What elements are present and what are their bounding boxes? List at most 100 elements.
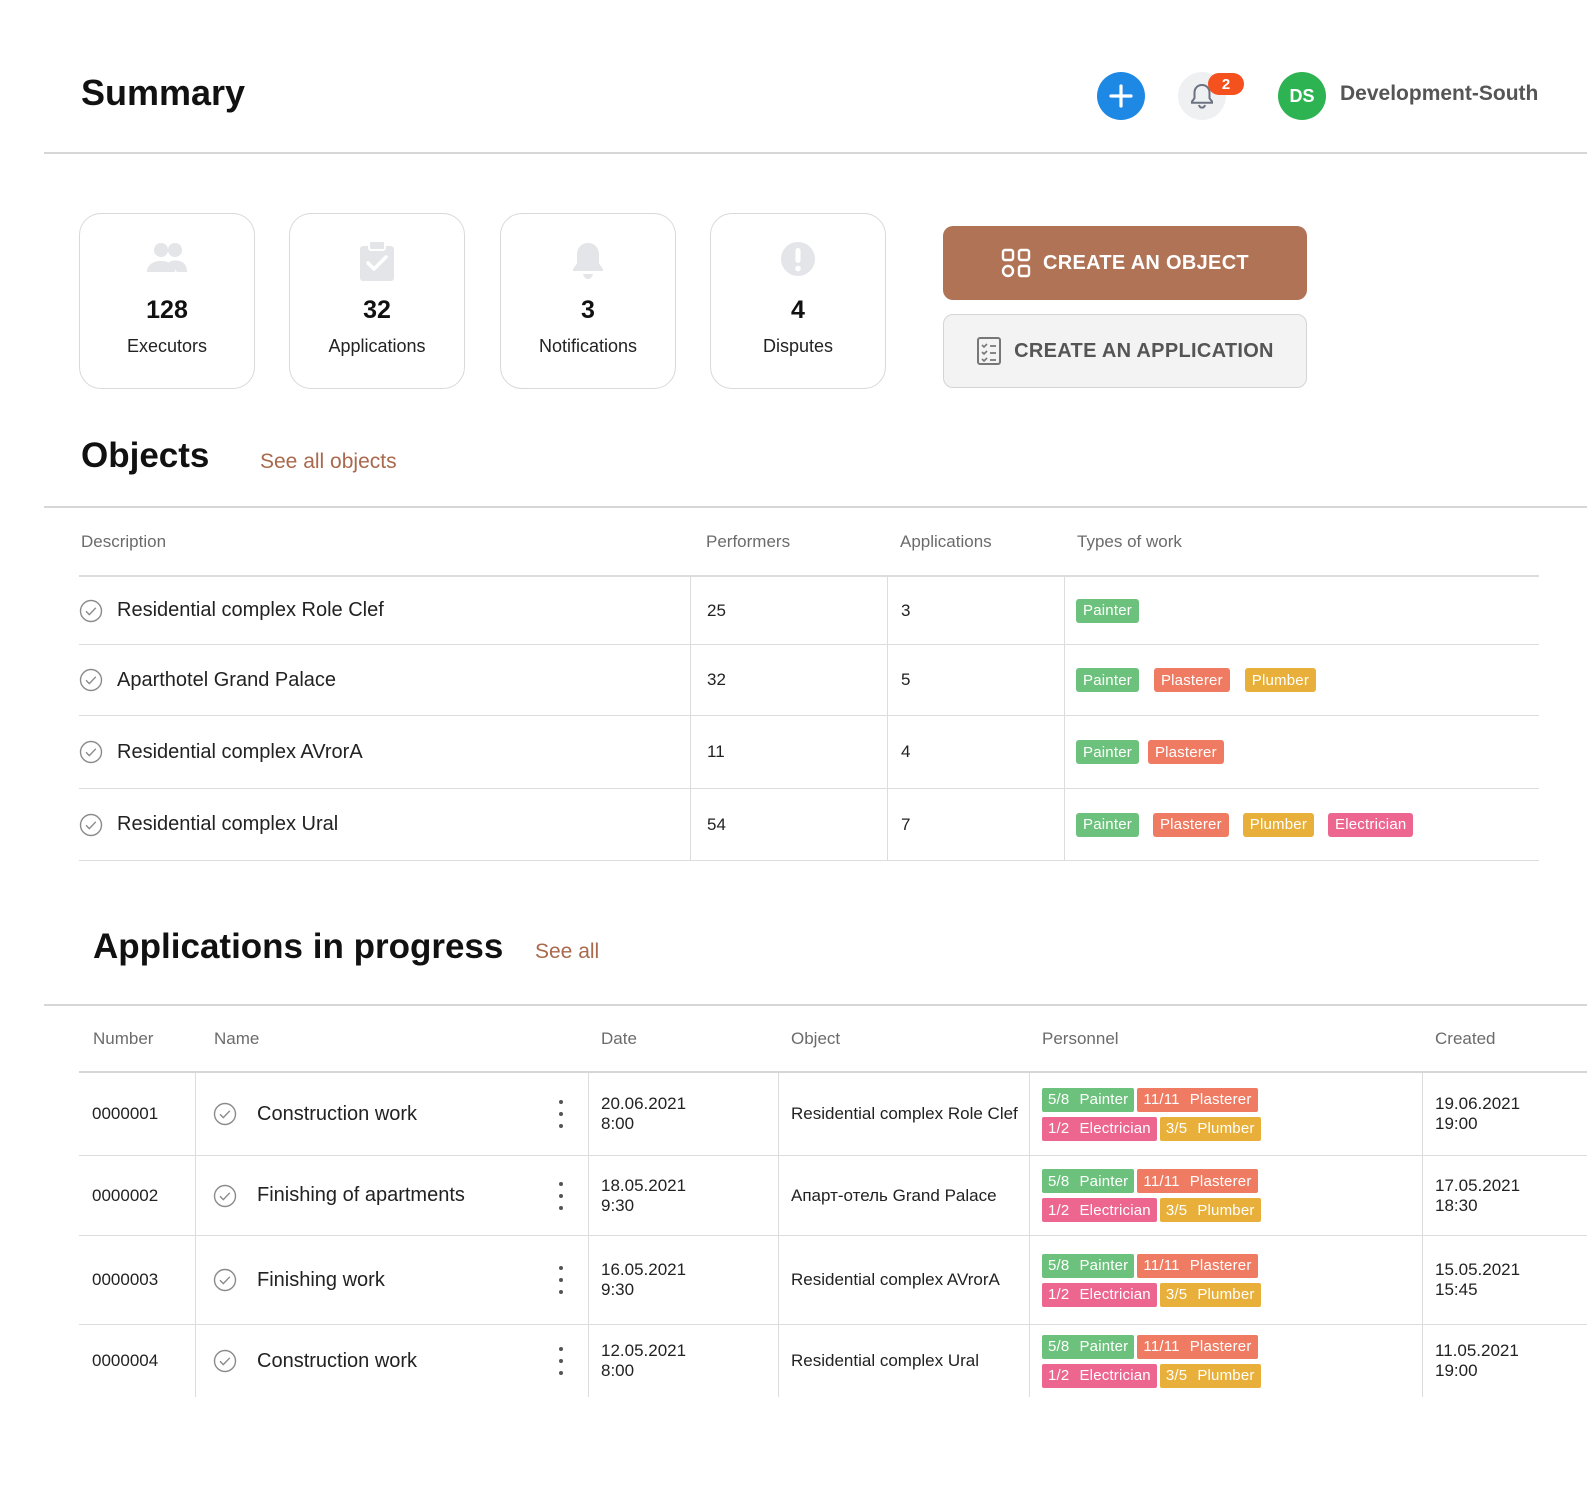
tag-plasterer: Plasterer — [1153, 668, 1230, 692]
object-description[interactable]: Residential complex Role Clef — [117, 599, 384, 621]
table-row[interactable]: 0000001 Construction work 20.06.2021 8:0… — [79, 1073, 1587, 1156]
personnel-tag-plumber: 3/5 Plumber — [1159, 1116, 1261, 1141]
personnel-list: 5/8 Painter 11/11 Plasterer 1/2 Electrician… — [1029, 1156, 1422, 1235]
more-vertical-icon[interactable] — [556, 1347, 566, 1375]
application-object: Residential complex Role Clef — [778, 1073, 1029, 1155]
personnel-list: 5/8 Painter 11/11 Plasterer 1/2 Electrician… — [1029, 1325, 1422, 1397]
avatar[interactable]: DS — [1278, 72, 1326, 120]
object-description[interactable]: Residential complex Ural — [117, 813, 339, 835]
check-circle-icon[interactable] — [79, 740, 103, 764]
object-description[interactable]: Aparthotel Grand Palace — [117, 668, 337, 691]
table-row[interactable]: Residential complex AVrorA 11 4 Painter … — [79, 716, 1539, 789]
page-title: Summary — [81, 72, 246, 113]
check-circle-icon[interactable] — [213, 1102, 237, 1126]
stat-value: 128 — [146, 296, 188, 324]
alert-icon — [781, 242, 815, 276]
application-object: Residential complex AVrorA — [778, 1236, 1029, 1324]
see-all-applications-link[interactable]: See all — [535, 940, 600, 963]
personnel-tag-electrician: 1/2 Electrician — [1042, 1363, 1157, 1388]
table-row[interactable]: Residential complex Role Clef 25 3 Paint… — [79, 577, 1539, 645]
created-time: 15:45 — [1435, 1280, 1478, 1299]
column-header-personnel[interactable]: Personnel — [1042, 1029, 1119, 1048]
table-row[interactable]: 0000002 Finishing of apartments 18.05.20… — [79, 1156, 1587, 1236]
applications-title: Applications in progress — [93, 927, 504, 966]
more-vertical-icon[interactable] — [556, 1181, 566, 1210]
tag-electrician: Electrician — [1328, 812, 1414, 837]
created-time: 18:30 — [1435, 1195, 1478, 1215]
personnel-tag-electrician: 1/2 Electrician — [1042, 1116, 1157, 1141]
table-row[interactable]: 0000004 Construction work 12.05.2021 8:0… — [79, 1325, 1587, 1397]
performers-count: 11 — [690, 716, 887, 788]
created-date: 19.06.2021 — [1435, 1094, 1521, 1113]
see-all-objects-link[interactable]: See all objects — [260, 450, 397, 473]
performers-count: 54 — [690, 789, 887, 860]
application-name[interactable]: Construction work — [257, 1349, 418, 1372]
stat-label: Notifications — [538, 336, 638, 356]
application-time: 9:30 — [601, 1195, 635, 1215]
application-name[interactable]: Finishing of apartments — [257, 1184, 465, 1206]
column-header-applications[interactable]: Applications — [900, 532, 992, 551]
table-row[interactable]: Aparthotel Grand Palace 32 5 Painter Pla… — [79, 645, 1539, 716]
check-circle-icon[interactable] — [79, 668, 103, 692]
personnel-tag-painter: 5/8 Painter — [1042, 1334, 1135, 1359]
personnel-tag-electrician: 1/2 Electrician — [1042, 1198, 1157, 1222]
tag-painter: Painter — [1076, 812, 1139, 837]
application-name[interactable]: Finishing work — [257, 1268, 385, 1291]
org-name[interactable]: Development-South — [1340, 82, 1539, 105]
table-row[interactable]: 0000003 Finishing work 16.05.2021 9:30 R… — [79, 1236, 1587, 1325]
stat-label: Applications — [328, 336, 426, 356]
applications-count: 3 — [887, 577, 1064, 644]
column-header-date[interactable]: Date — [601, 1029, 637, 1048]
bell-icon — [573, 243, 603, 279]
application-time: 8:00 — [601, 1361, 635, 1380]
column-header-created[interactable]: Created — [1435, 1029, 1496, 1048]
created-time: 19:00 — [1435, 1361, 1478, 1380]
column-header-description[interactable]: Description — [81, 532, 167, 551]
column-header-number[interactable]: Number — [93, 1029, 154, 1048]
objects-divider — [44, 506, 1587, 508]
check-circle-icon[interactable] — [213, 1184, 237, 1208]
create-object-button[interactable]: CREATE AN OBJECT — [943, 226, 1307, 300]
clipboard-check-icon — [360, 240, 394, 281]
check-circle-icon[interactable] — [213, 1268, 237, 1292]
table-divider — [79, 1071, 1587, 1073]
bell-icon — [1191, 83, 1213, 109]
column-header-types[interactable]: Types of work — [1077, 532, 1182, 551]
notification-badge: 2 — [1208, 73, 1244, 95]
tag-plasterer: Plasterer — [1152, 812, 1229, 837]
create-application-button[interactable]: CREATE AN APPLICATION — [943, 314, 1307, 388]
application-object: Апарт-отель Grand Palace — [778, 1156, 1029, 1235]
add-button[interactable] — [1097, 72, 1145, 120]
stat-card-executors[interactable]: 128 Executors — [79, 213, 255, 389]
more-vertical-icon[interactable] — [556, 1266, 566, 1294]
check-circle-icon[interactable] — [79, 813, 103, 837]
objects-title: Objects — [81, 436, 210, 475]
check-circle-icon[interactable] — [213, 1349, 237, 1373]
stat-card-disputes[interactable]: 4 Disputes — [710, 213, 886, 389]
plus-icon — [1109, 84, 1133, 108]
stat-card-notifications[interactable]: 3 Notifications — [500, 213, 676, 389]
column-header-name[interactable]: Name — [214, 1029, 260, 1048]
checklist-icon — [977, 337, 1002, 365]
tag-painter: Painter — [1076, 668, 1139, 692]
column-header-object[interactable]: Object — [791, 1029, 841, 1048]
more-vertical-icon[interactable] — [556, 1100, 566, 1128]
performers-count: 32 — [690, 645, 887, 715]
application-number: 0000003 — [92, 1270, 159, 1289]
application-date: 20.06.2021 — [601, 1094, 687, 1113]
stat-card-applications[interactable]: 32 Applications — [289, 213, 465, 389]
application-name[interactable]: Construction work — [257, 1102, 418, 1125]
column-header-performers[interactable]: Performers — [706, 532, 791, 551]
table-row[interactable]: Residential complex Ural 54 7 Painter Pl… — [79, 789, 1539, 861]
stat-value: 32 — [363, 296, 391, 324]
object-description[interactable]: Residential complex AVrorA — [117, 740, 363, 763]
applications-count: 4 — [887, 716, 1064, 788]
grid-icon — [1001, 248, 1031, 278]
application-object: Residential complex Ural — [778, 1325, 1029, 1397]
personnel-tag-plasterer: 11/11 Plasterer — [1137, 1253, 1258, 1278]
create-application-label: CREATE AN APPLICATION — [1014, 339, 1274, 362]
application-date: 16.05.2021 — [601, 1260, 687, 1279]
check-circle-icon[interactable] — [79, 599, 103, 623]
applications-count: 5 — [887, 645, 1064, 715]
tag-plasterer: Plasterer — [1147, 740, 1224, 764]
